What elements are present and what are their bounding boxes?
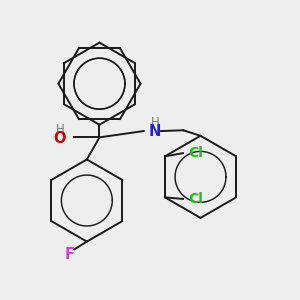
Text: F: F (64, 247, 74, 262)
Text: H: H (56, 123, 64, 136)
Text: Cl: Cl (189, 192, 203, 206)
Text: N: N (148, 124, 161, 139)
Text: H: H (151, 116, 160, 129)
Text: Cl: Cl (189, 146, 203, 160)
Text: O: O (54, 131, 66, 146)
